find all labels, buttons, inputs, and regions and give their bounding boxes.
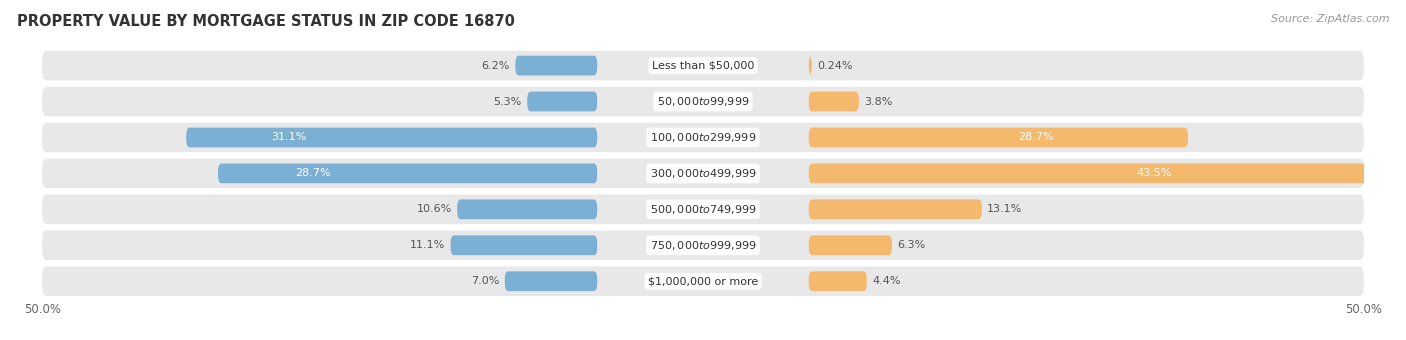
FancyBboxPatch shape [808,164,1384,183]
FancyBboxPatch shape [808,271,868,291]
Text: $100,000 to $299,999: $100,000 to $299,999 [650,131,756,144]
Text: 28.7%: 28.7% [295,168,330,179]
FancyBboxPatch shape [808,56,813,75]
FancyBboxPatch shape [42,194,1364,224]
FancyBboxPatch shape [42,87,1364,116]
Text: $1,000,000 or more: $1,000,000 or more [648,276,758,286]
Text: 11.1%: 11.1% [411,240,446,250]
FancyBboxPatch shape [42,231,1364,260]
FancyBboxPatch shape [450,235,598,255]
FancyBboxPatch shape [808,92,859,112]
Text: $750,000 to $999,999: $750,000 to $999,999 [650,239,756,252]
Text: 13.1%: 13.1% [987,204,1022,214]
Text: 31.1%: 31.1% [271,133,307,142]
Text: 10.6%: 10.6% [416,204,451,214]
Text: PROPERTY VALUE BY MORTGAGE STATUS IN ZIP CODE 16870: PROPERTY VALUE BY MORTGAGE STATUS IN ZIP… [17,14,515,29]
Text: 28.7%: 28.7% [1018,133,1054,142]
Text: 43.5%: 43.5% [1136,168,1171,179]
Text: $300,000 to $499,999: $300,000 to $499,999 [650,167,756,180]
FancyBboxPatch shape [457,200,598,219]
FancyBboxPatch shape [808,200,981,219]
FancyBboxPatch shape [505,271,598,291]
Text: 0.24%: 0.24% [817,61,852,71]
Text: 6.2%: 6.2% [482,61,510,71]
Text: 4.4%: 4.4% [872,276,901,286]
FancyBboxPatch shape [808,235,891,255]
Text: 5.3%: 5.3% [494,97,522,106]
Text: Less than $50,000: Less than $50,000 [652,61,754,71]
FancyBboxPatch shape [218,164,598,183]
Text: $50,000 to $99,999: $50,000 to $99,999 [657,95,749,108]
FancyBboxPatch shape [186,128,598,147]
Text: 6.3%: 6.3% [897,240,925,250]
Text: 7.0%: 7.0% [471,276,499,286]
Text: 3.8%: 3.8% [865,97,893,106]
FancyBboxPatch shape [808,128,1188,147]
Text: $500,000 to $749,999: $500,000 to $749,999 [650,203,756,216]
FancyBboxPatch shape [42,159,1364,188]
FancyBboxPatch shape [516,56,598,75]
FancyBboxPatch shape [42,123,1364,152]
FancyBboxPatch shape [42,267,1364,296]
FancyBboxPatch shape [42,51,1364,80]
FancyBboxPatch shape [527,92,598,112]
Text: Source: ZipAtlas.com: Source: ZipAtlas.com [1271,14,1389,23]
